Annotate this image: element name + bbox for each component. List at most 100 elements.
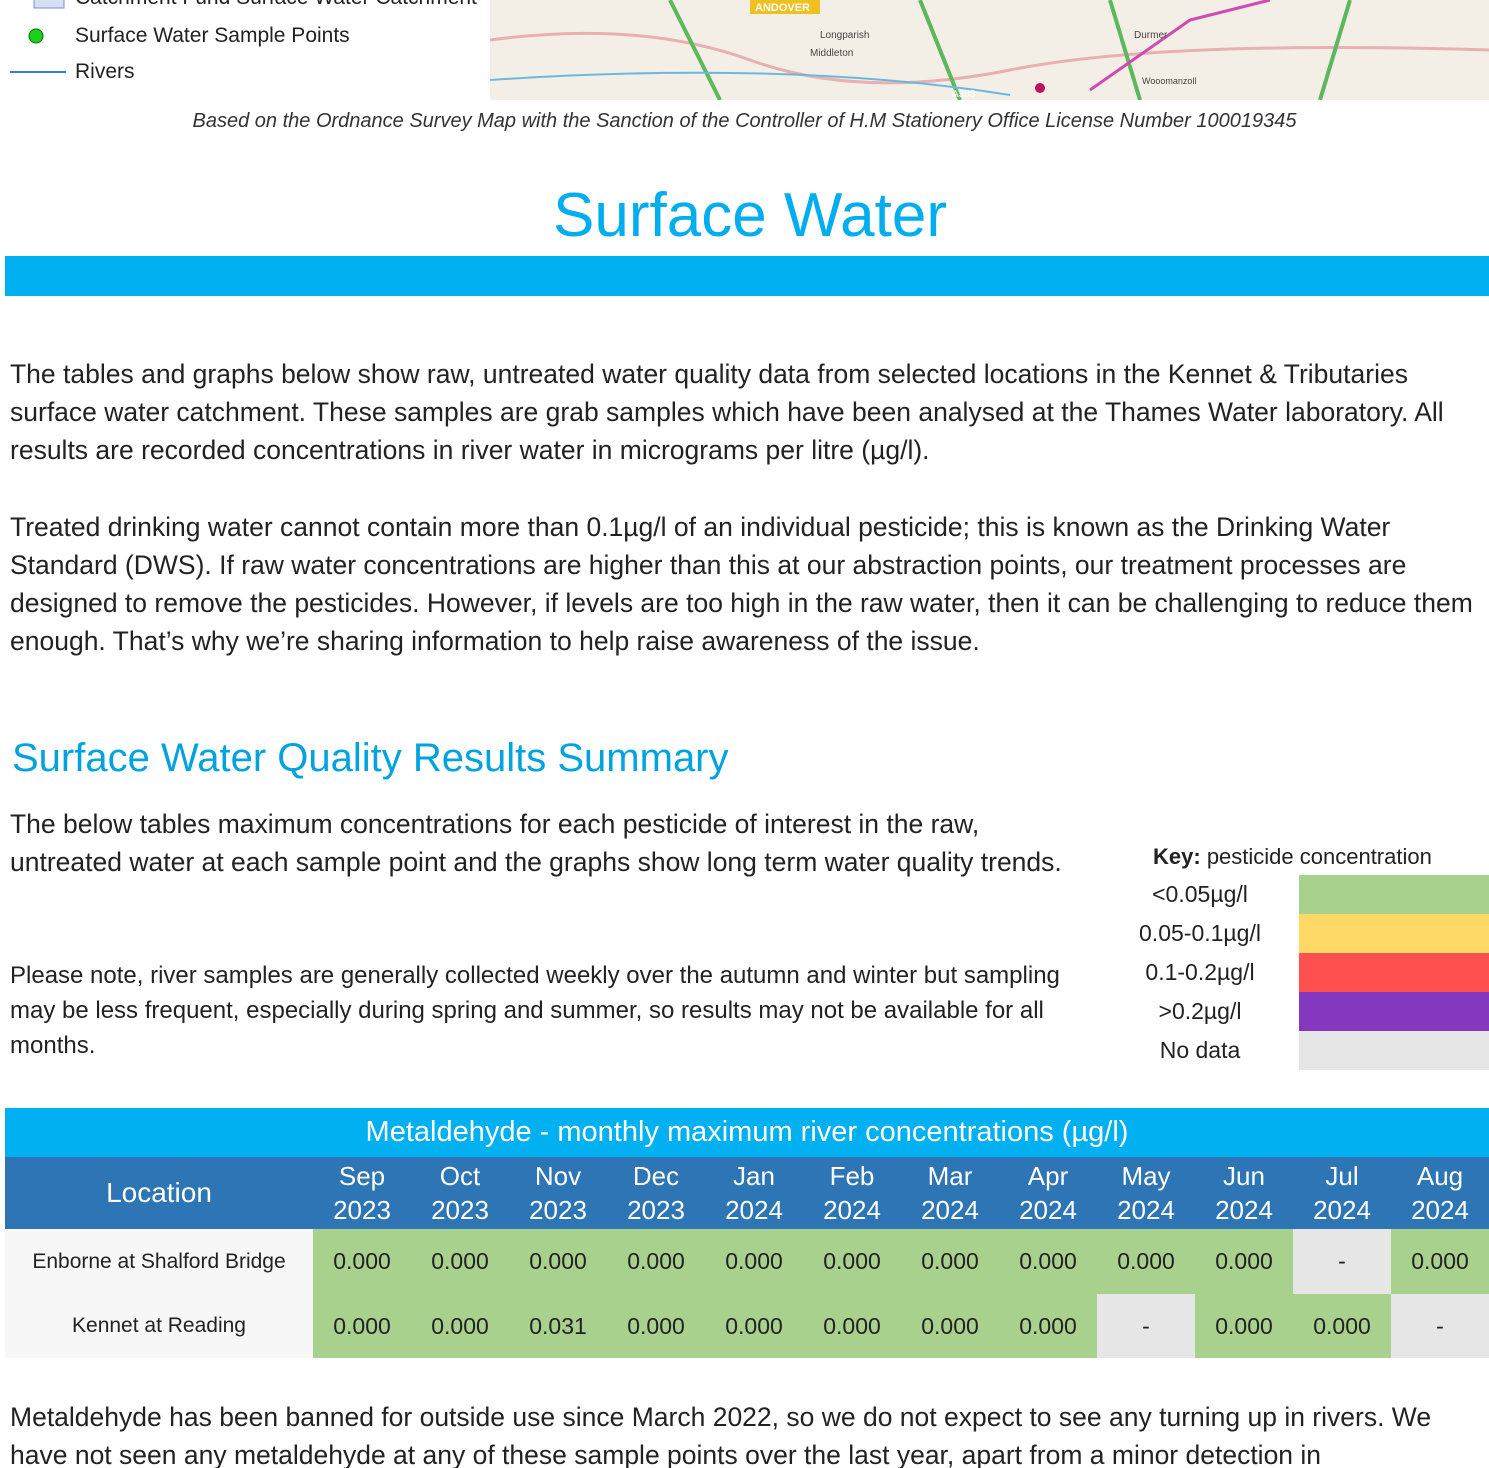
map-label: Longparish: [820, 30, 869, 41]
year: 2024: [705, 1193, 803, 1227]
map-label: Wooomanzoll: [1142, 76, 1196, 86]
concentration: 0.000: [313, 1294, 411, 1358]
concentration: 0.000: [1293, 1294, 1391, 1358]
note: Please note, river samples are generally…: [10, 958, 1070, 1063]
legend-item: Catchment Fund Surface Water Catchment: [75, 0, 477, 10]
concentration: 0.000: [901, 1229, 999, 1294]
concentration: 0.000: [1195, 1229, 1293, 1294]
concentration: 0.000: [411, 1229, 509, 1294]
sample-point-symbol: [29, 29, 43, 43]
concentration: 0.000: [607, 1294, 705, 1358]
title-bar: [5, 256, 1489, 296]
year: 2023: [509, 1193, 607, 1227]
concentration: 0.031: [509, 1294, 607, 1358]
concentration: 0.000: [999, 1229, 1097, 1294]
table-title: Metaldehyde - monthly maximum river conc…: [5, 1108, 1489, 1157]
map-label: ANDOVER: [755, 2, 810, 14]
key-row: 0.1-0.2µg/l: [1110, 953, 1489, 992]
key-caption: pesticide concentration: [1207, 844, 1432, 869]
month: May: [1097, 1159, 1195, 1193]
month: Nov: [509, 1159, 607, 1193]
concentration: 0.000: [901, 1294, 999, 1358]
map: ANDOVER Longparish Middleton A303 Durmer…: [490, 0, 1489, 100]
paragraph: Treated drinking water cannot contain mo…: [10, 508, 1480, 660]
map-label: Middleton: [810, 48, 853, 59]
year: 2024: [1097, 1193, 1195, 1227]
month: Jan: [705, 1159, 803, 1193]
year: 2023: [411, 1193, 509, 1227]
month: Jun: [1195, 1159, 1293, 1193]
catchment-symbol: [34, 0, 64, 8]
legend-item: Rivers: [75, 60, 135, 84]
key-item-label: <0.05µg/l: [1110, 875, 1290, 914]
map-point: [1035, 83, 1045, 93]
concentration: -: [1391, 1294, 1489, 1358]
month: Dec: [607, 1159, 705, 1193]
key-item-label: >0.2µg/l: [1110, 992, 1290, 1031]
key-row: <0.05µg/l: [1110, 875, 1489, 914]
key-swatch: [1299, 875, 1489, 914]
location: Kennet at Reading: [5, 1294, 313, 1358]
month: Jul: [1293, 1159, 1391, 1193]
key-swatch: [1299, 1031, 1489, 1070]
concentration: 0.000: [607, 1229, 705, 1294]
legend-symbols: [0, 0, 490, 100]
legend-item: Surface Water Sample Points: [75, 24, 350, 48]
map-background: [490, 0, 1489, 100]
map-label: A303: [952, 89, 976, 100]
year: 2024: [1391, 1193, 1489, 1227]
concentration: -: [1293, 1229, 1391, 1294]
month: Sep: [313, 1159, 411, 1193]
concentration: 0.000: [1097, 1229, 1195, 1294]
key-row: 0.05-0.1µg/l: [1110, 914, 1489, 953]
location: Enborne at Shalford Bridge: [5, 1229, 313, 1294]
month: Oct: [411, 1159, 509, 1193]
title-row: Metaldehyde - monthly maximum river conc…: [5, 1108, 1489, 1157]
data-row: Enborne at Shalford Bridge0.0000.0000.00…: [5, 1229, 1489, 1294]
key-item-label: No data: [1110, 1031, 1290, 1070]
year: 2024: [901, 1193, 999, 1227]
concentration: 0.000: [803, 1229, 901, 1294]
location-header: Location: [5, 1157, 313, 1229]
year: 2024: [1293, 1193, 1391, 1227]
credit: Based on the Ordnance Survey Map with th…: [0, 110, 1489, 133]
month: Mar: [901, 1159, 999, 1193]
key-row: No data: [1110, 1031, 1489, 1070]
paragraph: Metaldehyde has been banned for outside …: [10, 1398, 1489, 1468]
year: 2024: [1195, 1193, 1293, 1227]
year: 2024: [999, 1193, 1097, 1227]
concentration: 0.000: [1391, 1229, 1489, 1294]
page: Catchment Fund Surface Water Catchment S…: [0, 0, 1489, 1468]
key-title: Key: pesticide concentration: [1153, 844, 1432, 870]
concentration: 0.000: [705, 1229, 803, 1294]
page-title: Surface Water: [0, 180, 1489, 251]
concentration: 0.000: [411, 1294, 509, 1358]
concentration: 0.000: [705, 1294, 803, 1358]
year: 2023: [313, 1193, 411, 1227]
month: Apr: [999, 1159, 1097, 1193]
year: 2024: [803, 1193, 901, 1227]
paragraph: The below tables maximum concentrations …: [10, 805, 1070, 881]
paragraph: The tables and graphs below show raw, un…: [10, 355, 1480, 469]
key-row: >0.2µg/l: [1110, 992, 1489, 1031]
key-swatch: [1299, 992, 1489, 1031]
month: Feb: [803, 1159, 901, 1193]
concentration: 0.000: [313, 1229, 411, 1294]
year: 2023: [607, 1193, 705, 1227]
concentration: 0.000: [1195, 1294, 1293, 1358]
month: Aug: [1391, 1159, 1489, 1193]
map-label: Durmer: [1134, 30, 1168, 41]
results-table: Metaldehyde - monthly maximum river conc…: [5, 1108, 1489, 1358]
